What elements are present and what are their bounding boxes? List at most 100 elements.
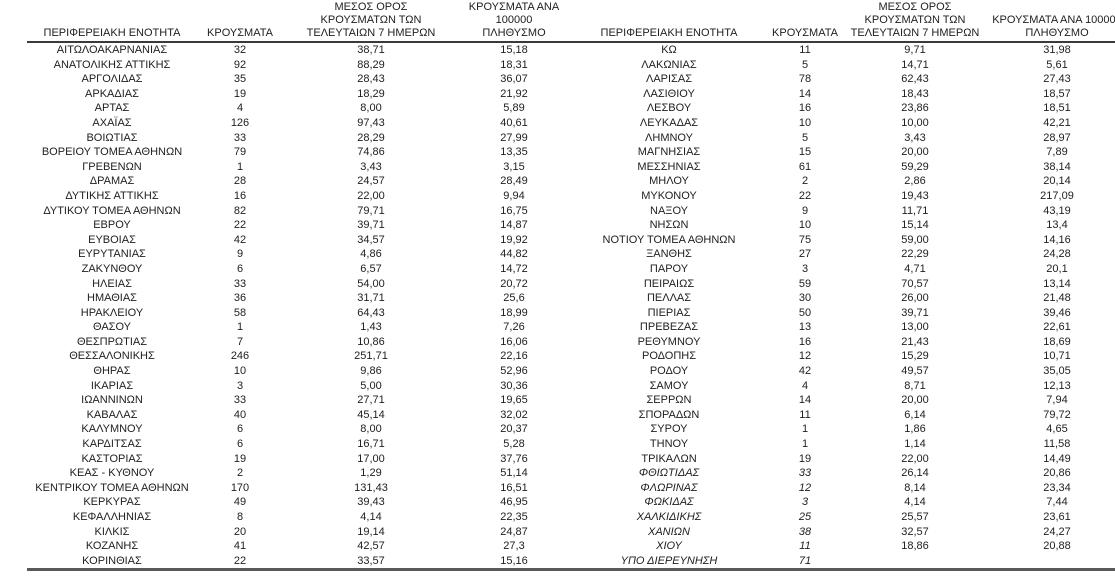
cases-cell: 10 <box>233 365 247 378</box>
per100k-cell: 52,96 <box>500 365 528 378</box>
region-cell: ΤΗΝΟΥ <box>649 438 689 451</box>
table-row: ΕΥΒΟΙΑΣ 42 34,57 19,92 ΝΟΤΙΟΥ ΤΟΜΕΑ ΑΘΗΝΩΝ 75… <box>27 233 1115 248</box>
region-cell: ΔΡΑΜΑΣ <box>89 175 135 188</box>
per100k-cell: 217,09 <box>1040 189 1074 202</box>
region-cell: ΦΘΙΩΤΙΔΑΣ <box>638 467 700 480</box>
per100k-cell: 32,02 <box>500 408 528 421</box>
avg7-cell: 39,43 <box>357 496 385 509</box>
table-row: ΚΟΖΑΝΗΣ 41 42,57 27,3 ΧΙΟΥ 11 18,86 20,88 <box>27 539 1115 554</box>
cases-cell: 20 <box>233 525 247 538</box>
per100k-cell: 18,51 <box>1043 102 1071 115</box>
per100k-cell: 16,51 <box>500 481 528 494</box>
avg7-cell: 10,86 <box>357 335 385 348</box>
region-cell: ΓΡΕΒΕΝΩΝ <box>82 160 142 173</box>
cases-cell: 2 <box>801 175 809 188</box>
table-row: ΗΡΑΚΛΕΙΟΥ 58 64,43 18,99 ΠΙΕΡΙΑΣ 50 39,71 39,46 <box>27 306 1115 321</box>
cases-cell: 11 <box>799 408 811 421</box>
avg7-cell: 27,71 <box>357 394 385 407</box>
region-cell: ΛΕΥΚΑΔΑΣ <box>639 116 699 129</box>
per100k-cell: 44,82 <box>500 248 528 261</box>
per100k-cell: 27,99 <box>500 131 528 144</box>
region-cell: ΑΡΓΟΛΙΔΑΣ <box>81 73 143 86</box>
per100k-cell: 7,89 <box>1046 146 1068 159</box>
header-per100k-line: ΠΛΗΘΥΣΜΟ <box>482 27 546 39</box>
region-cell: ΧΑΝΙΩΝ <box>648 525 690 538</box>
header-per100k-line: ΠΛΗΘΥΣΜΟ <box>1025 27 1089 39</box>
avg7-cell: 18,86 <box>901 540 929 553</box>
table-row: ΗΜΑΘΙΑΣ 36 31,71 25,6 ΠΕΛΛΑΣ 30 26,00 21,48 <box>27 291 1115 306</box>
per100k-cell: 14,87 <box>500 219 528 232</box>
per100k-cell: 18,69 <box>1043 335 1071 348</box>
region-cell: ΛΑΣΙΘΙΟΥ <box>643 87 695 100</box>
cases-cell: 7 <box>236 335 244 348</box>
per100k-cell: 18,57 <box>1043 87 1071 100</box>
cases-cell: 32 <box>233 44 247 56</box>
header-avg7-line: ΚΡΟΥΣΜΑΤΩΝ ΤΩΝ <box>320 14 422 26</box>
region-cell: ΡΕΘΥΜΝΟΥ <box>637 335 701 348</box>
per100k-cell: 7,26 <box>503 321 525 334</box>
region-cell: ΜΥΚΟΝΟΥ <box>641 189 697 202</box>
per100k-cell: 5,61 <box>1046 58 1068 71</box>
per100k-cell: 14,49 <box>1043 452 1071 465</box>
cases-cell: 22 <box>798 189 812 202</box>
avg7-cell: 13,00 <box>901 321 929 334</box>
avg7-cell: 42,57 <box>357 540 385 553</box>
avg7-cell: 59,00 <box>901 233 929 246</box>
cases-cell: 27 <box>798 248 812 261</box>
table-row: ΔΥΤΙΚΟΥ ΤΟΜΕΑ ΑΘΗΝΩΝ 82 79,71 16,75 ΝΑΞΟΥ 9 11… <box>27 204 1115 219</box>
avg7-cell: 6,14 <box>904 408 926 421</box>
region-cell: ΛΕΣΒΟΥ <box>646 102 692 115</box>
region-cell: ΗΜΑΘΙΑΣ <box>87 292 137 305</box>
per100k-cell: 13,35 <box>500 146 528 159</box>
table-row: ΚΕΑΣ - ΚΥΘΝΟΥ 2 1,29 51,14 ΦΘΙΩΤΙΔΑΣ 33 26,14 2… <box>27 466 1115 481</box>
cases-cell: 6 <box>236 262 244 275</box>
table-row: ΚΑΛΥΜΝΟΥ 6 8,00 20,37 ΣΥΡΟΥ 1 1,86 4,65 <box>27 422 1115 437</box>
region-cell: ΘΑΣΟΥ <box>92 321 132 334</box>
per100k-cell: 28,97 <box>1043 131 1071 144</box>
avg7-cell: 19,43 <box>901 189 929 202</box>
cases-cell: 92 <box>233 58 247 71</box>
avg7-cell: 15,29 <box>901 350 929 363</box>
region-cell: ΜΕΣΣΗΝΙΑΣ <box>637 160 701 173</box>
table-row: ΚΙΛΚΙΣ 20 19,14 24,87 ΧΑΝΙΩΝ 38 32,57 24,27 <box>27 525 1115 540</box>
per100k-cell: 25,6 <box>503 292 525 305</box>
region-cell: ΒΟΡΕΙΟΥ ΤΟΜΕΑ ΑΘΗΝΩΝ <box>41 146 183 159</box>
avg7-cell: 9,71 <box>904 44 926 56</box>
table-row: ΘΕΣΠΡΩΤΙΑΣ 7 10,86 16,06 ΡΕΘΥΜΝΟΥ 16 21,43 18,6… <box>27 335 1115 350</box>
cases-cell: 14 <box>798 87 812 100</box>
per100k-cell: 3,15 <box>503 160 525 173</box>
region-cell: ΚΟΡΙΝΘΙΑΣ <box>82 554 142 567</box>
per100k-cell: 27,3 <box>503 540 525 553</box>
cases-cell: 22 <box>233 219 247 232</box>
region-cell: ΣΑΜΟΥ <box>649 379 689 392</box>
header-per100k-right: ΚΡΟΥΣΜΑΤΑ ΑΝΑ 100000 ΠΛΗΘΥΣΜΟ <box>989 0 1115 43</box>
per100k-cell: 40,61 <box>500 116 528 129</box>
header-cases-right: ΚΡΟΥΣΜΑΤΑ <box>769 0 841 43</box>
header-avg7-line: ΜΕΣΟΣ ΟΡΟΣ <box>878 1 952 13</box>
region-cell: ΚΕΦΑΛΛΗΝΙΑΣ <box>72 511 152 523</box>
region-cell: ΔΥΤΙΚΗΣ ΑΤΤΙΚΗΣ <box>65 189 159 202</box>
region-cell: ΤΡΙΚΑΛΩΝ <box>641 452 697 465</box>
avg7-cell: 5,00 <box>360 379 382 392</box>
cases-cell: 78 <box>798 73 812 86</box>
avg7-cell: 15,14 <box>901 219 929 232</box>
cases-cell: 75 <box>798 233 812 246</box>
table-row: ΘΗΡΑΣ 10 9,86 52,96 ΡΟΔΟΥ 42 49,57 35,05 <box>27 364 1115 379</box>
cases-cell: 50 <box>798 306 812 319</box>
region-cell: ΣΠΟΡΑΔΩΝ <box>638 408 700 421</box>
avg7-cell: 33,57 <box>357 554 385 567</box>
per100k-cell: 30,36 <box>500 379 528 392</box>
cases-cell: 33 <box>798 467 812 480</box>
avg7-cell: 1,86 <box>904 423 926 436</box>
cases-cell: 22 <box>233 554 247 567</box>
per100k-cell: 13,14 <box>1043 277 1071 290</box>
per100k-cell: 36,07 <box>500 73 528 86</box>
avg7-cell: 1,14 <box>904 438 926 451</box>
region-cell: ΗΡΑΚΛΕΙΟΥ <box>80 306 144 319</box>
cases-cell: 16 <box>798 102 812 115</box>
header-region-left: ΠΕΡΙΦΕΡΕΙΑΚΗ ΕΝΟΤΗΤΑ <box>27 0 197 43</box>
region-cell: ΑΡΚΑΔΙΑΣ <box>85 87 139 100</box>
cases-cell: 3 <box>801 496 809 509</box>
avg7-cell: 131,43 <box>354 481 388 494</box>
table-row: ΑΝΑΤΟΛΙΚΗΣ ΑΤΤΙΚΗΣ 92 88,29 18,31 ΛΑΚΩΝΙΑΣ 5 1… <box>27 58 1115 73</box>
